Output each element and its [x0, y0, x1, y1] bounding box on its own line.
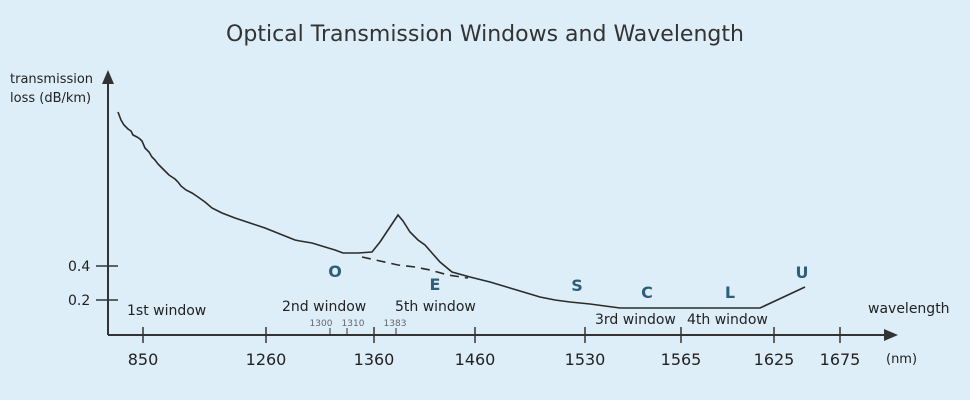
x-tick-label-1460: 1460	[455, 350, 496, 369]
x-axis-arrow	[884, 329, 898, 341]
y-tick-label-0-4: 0.4	[68, 259, 90, 275]
x-minor-label-1310: 1310	[342, 319, 365, 329]
x-tick-label-1530: 1530	[565, 350, 606, 369]
x-axis-unit: (nm)	[886, 352, 917, 367]
band-label-o: O	[328, 262, 342, 281]
x-tick-label-1625: 1625	[754, 350, 795, 369]
band-label-e: E	[430, 275, 441, 294]
low-water-peak-curve	[361, 256, 469, 279]
x-tick-label-1260: 1260	[246, 350, 287, 369]
loss-curve	[117, 111, 806, 309]
window-label-5th: 5th window	[395, 299, 476, 315]
x-minor-label-1383: 1383	[384, 319, 407, 329]
band-label-s: S	[571, 276, 583, 295]
x-tick-label-1360: 1360	[354, 350, 395, 369]
x-minor-label-1300: 1300	[310, 319, 333, 329]
x-tick-label-1565: 1565	[661, 350, 702, 369]
x-tick-label-1675: 1675	[820, 350, 861, 369]
y-axis-label-line2: loss (dB/km)	[10, 91, 91, 106]
window-label-3rd: 3rd window	[595, 312, 676, 328]
window-label-2nd: 2nd window	[282, 299, 366, 315]
window-label-4th: 4th window	[687, 312, 768, 328]
y-axis-arrow	[102, 70, 114, 84]
band-label-c: C	[641, 283, 653, 302]
x-axis-label: wavelength	[868, 301, 950, 317]
page-title: Optical Transmission Windows and Wavelen…	[226, 22, 744, 47]
y-tick-label-0-2: 0.2	[68, 293, 90, 309]
y-axis-label-line1: transmission	[10, 72, 93, 87]
band-label-u: U	[796, 263, 809, 282]
window-label-1st: 1st window	[127, 303, 206, 319]
band-label-l: L	[725, 283, 735, 302]
x-tick-label-850: 850	[128, 350, 159, 369]
